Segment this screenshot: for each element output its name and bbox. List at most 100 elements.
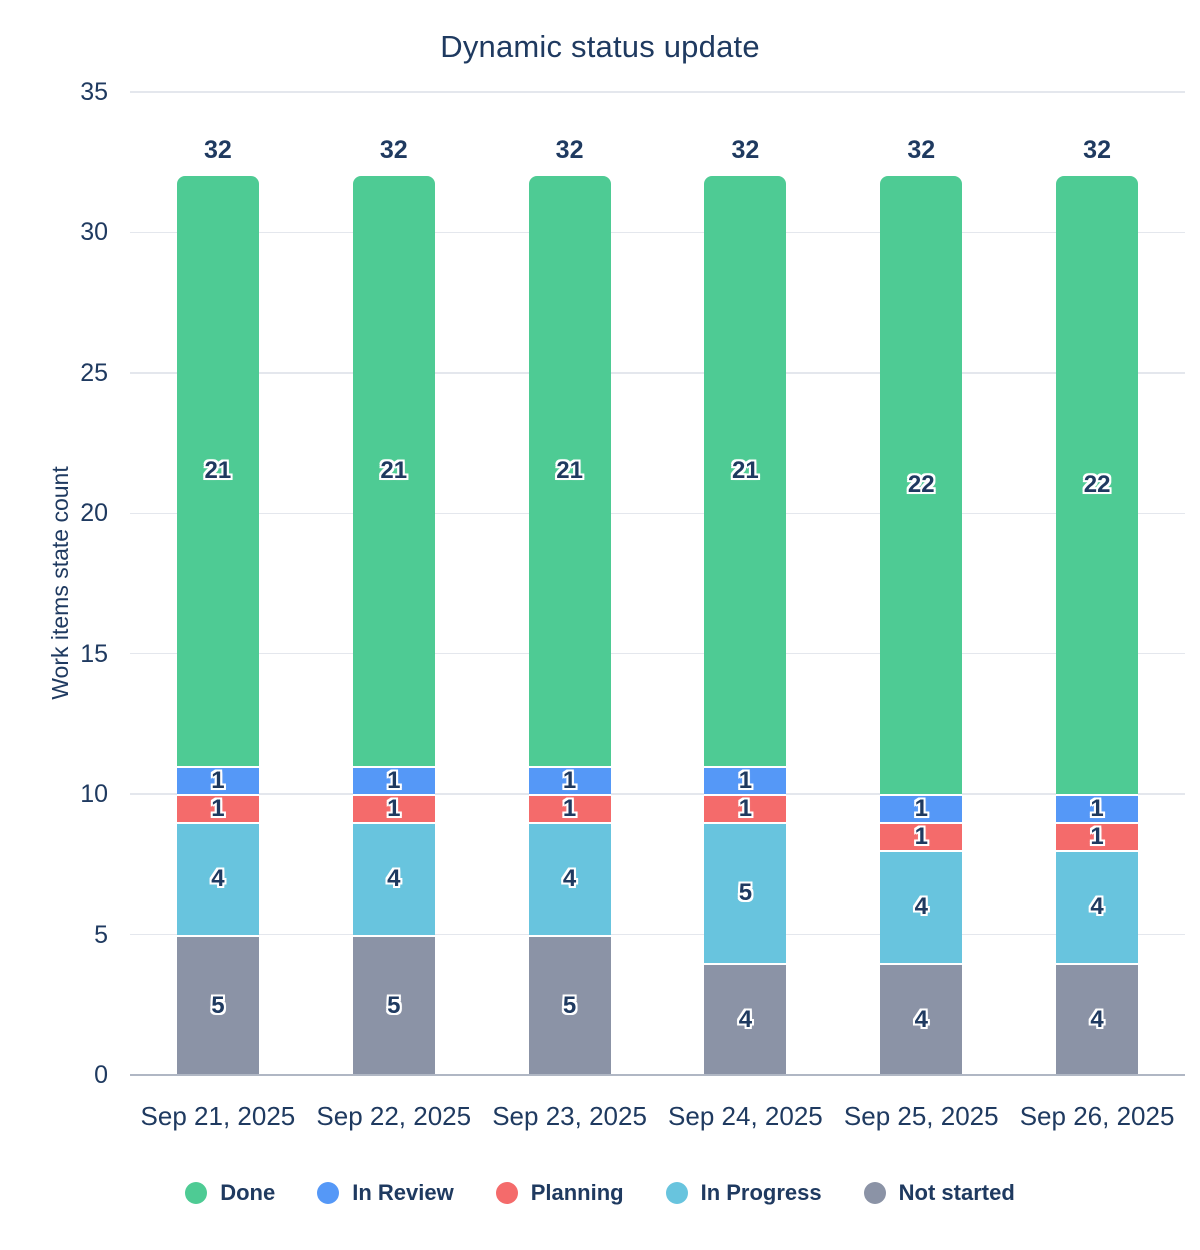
bar-segment[interactable]: 4 — [880, 850, 963, 963]
x-tick-label: Sep 23, 2025 — [492, 1101, 647, 1131]
bar-segment[interactable]: 1 — [1056, 794, 1139, 823]
bar-segment[interactable]: 4 — [1056, 850, 1139, 963]
segment-value-label: 22 — [907, 471, 935, 499]
y-axis-title: Work items state count — [47, 466, 73, 700]
y-tick-label: 20 — [80, 499, 108, 528]
bar-total-label: 32 — [204, 136, 232, 165]
bar-total-label: 32 — [379, 136, 408, 165]
legend: Done In Review Planning In Progress Not star… — [0, 1176, 1200, 1210]
legend-label: Not started — [898, 1180, 1015, 1205]
chart-title: Dynamic status update — [440, 29, 760, 64]
x-tick-label: Sep 25, 2025 — [843, 1101, 999, 1131]
legend-item-in-progress[interactable]: In Progress — [665, 1180, 822, 1206]
segment-value-label: 1 — [738, 795, 753, 823]
x-axis-line — [130, 1074, 1185, 1076]
bar-segment[interactable]: 4 — [1056, 962, 1139, 1075]
bar-total-label: 32 — [731, 136, 760, 165]
segment-value-label: 5 — [738, 879, 753, 907]
bar-total-label: 32 — [1083, 136, 1111, 165]
segment-value-label: 4 — [914, 893, 928, 921]
legend-item-not-started[interactable]: Not started — [863, 1180, 1015, 1206]
grid-line — [130, 231, 1185, 234]
segment-value-label: 4 — [562, 865, 577, 893]
x-tick-label: Sep 21, 2025 — [140, 1101, 296, 1131]
bar-total-label: 32 — [555, 136, 584, 165]
bar-segment[interactable]: 5 — [528, 934, 611, 1075]
legend-item-planning[interactable]: Planning — [495, 1180, 624, 1206]
segment-value-label: 21 — [380, 457, 408, 485]
grid-line — [130, 652, 1185, 655]
legend-item-done[interactable]: Done — [185, 1180, 275, 1206]
segment-value-label: 1 — [738, 767, 753, 795]
segment-value-label: 1 — [211, 767, 225, 795]
segment-value-label: 4 — [211, 865, 225, 893]
grid-line — [130, 793, 1185, 795]
segment-value-label: 21 — [204, 457, 232, 485]
legend-swatch-icon — [665, 1182, 688, 1204]
grid-line — [130, 933, 1185, 936]
bar-total-label: 32 — [907, 136, 936, 165]
segment-value-label: 1 — [914, 795, 928, 823]
bar-segment[interactable]: 1 — [880, 822, 963, 851]
bar-segment[interactable]: 5 — [352, 934, 435, 1075]
bar-segment[interactable]: 21 — [352, 176, 435, 767]
segment-value-label: 4 — [738, 1005, 753, 1033]
legend-label: Planning — [530, 1180, 624, 1205]
segment-value-label: 1 — [1090, 823, 1104, 851]
legend-label: In Progress — [700, 1180, 822, 1205]
segment-value-label: 1 — [387, 795, 401, 823]
grid-line — [130, 372, 1185, 374]
bar-segment[interactable]: 22 — [880, 176, 963, 795]
bar-segment[interactable]: 1 — [1056, 822, 1139, 851]
y-tick-label: 0 — [94, 1061, 108, 1089]
bar-segment[interactable]: 1 — [528, 794, 611, 823]
bar-segment[interactable]: 21 — [528, 176, 611, 767]
legend-swatch-icon — [863, 1182, 886, 1204]
bar-segment[interactable]: 4 — [176, 822, 259, 935]
segment-value-label: 1 — [562, 767, 577, 795]
y-tick-label: 15 — [80, 639, 108, 668]
bar-segment[interactable]: 22 — [1056, 176, 1139, 795]
bar-segment[interactable]: 4 — [880, 962, 963, 1075]
legend-swatch-icon — [495, 1182, 518, 1204]
y-tick-label: 30 — [80, 218, 108, 247]
bar-segment[interactable]: 4 — [704, 962, 787, 1075]
segment-value-label: 1 — [914, 823, 928, 851]
bar-segment[interactable]: 1 — [352, 766, 435, 795]
bar-segment[interactable]: 1 — [528, 766, 611, 795]
bar-segment[interactable]: 21 — [704, 176, 787, 767]
bar-segment[interactable]: 4 — [352, 822, 435, 935]
y-tick-label: 10 — [80, 780, 108, 809]
segment-value-label: 5 — [387, 991, 401, 1019]
grid-line — [130, 512, 1185, 515]
legend-swatch-icon — [185, 1182, 208, 1204]
legend-label: Done — [220, 1180, 276, 1205]
segment-value-label: 4 — [1090, 1005, 1104, 1033]
y-tick-label: 35 — [80, 78, 108, 106]
legend-swatch-icon — [317, 1182, 340, 1204]
bar-segment[interactable]: 4 — [528, 822, 611, 935]
bar-segment[interactable]: 1 — [704, 766, 787, 795]
x-tick-label: Sep 22, 2025 — [316, 1101, 472, 1131]
bar-segment[interactable]: 1 — [880, 794, 963, 823]
segment-value-label: 21 — [732, 457, 759, 485]
bar-segment[interactable]: 5 — [176, 934, 259, 1075]
segment-value-label: 4 — [387, 865, 401, 893]
segment-value-label: 22 — [1083, 471, 1111, 499]
segment-value-label: 5 — [562, 991, 577, 1019]
legend-item-in-review[interactable]: In Review — [317, 1180, 454, 1206]
segment-value-label: 1 — [387, 767, 401, 795]
bar-segment[interactable]: 5 — [704, 822, 787, 963]
segment-value-label: 1 — [562, 795, 577, 823]
segment-value-label: 21 — [556, 457, 583, 485]
y-tick-label: 25 — [80, 358, 108, 387]
segment-value-label: 5 — [211, 991, 225, 1019]
bar-segment[interactable]: 1 — [704, 794, 787, 823]
bar-segment[interactable]: 1 — [176, 794, 259, 823]
bar-segment[interactable]: 21 — [176, 176, 259, 767]
grid-line — [130, 91, 1185, 93]
bar-segment[interactable]: 1 — [176, 766, 259, 795]
bar-segment[interactable]: 1 — [352, 794, 435, 823]
segment-value-label: 4 — [914, 1005, 928, 1033]
